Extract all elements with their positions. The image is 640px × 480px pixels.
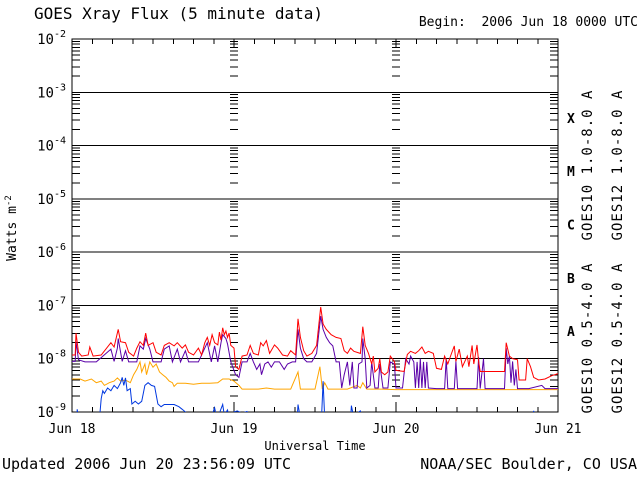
source-attribution: NOAA/SEC Boulder, CO USA — [420, 455, 637, 473]
series-group — [72, 306, 558, 412]
y-tick-label: 10-8 — [37, 349, 66, 368]
flare-class-label: M — [567, 165, 575, 180]
x-tick-label: Jun 19 — [211, 422, 258, 437]
y-tick-label: 10-5 — [37, 189, 66, 208]
series-line-goes10-0-5-4-0-a — [72, 360, 558, 391]
y-tick-label: 10-2 — [37, 29, 66, 48]
x-tick-label: Jun 18 — [49, 422, 96, 437]
flare-class-label: B — [567, 272, 575, 287]
series-line-goes12-1-0-8-0-a — [72, 306, 558, 381]
legend-label-goes12-0-5-4-0-a: GOES12 0.5-4.0 A — [610, 263, 626, 414]
begin-time-label: Begin: 2006 Jun 18 0000 UTC — [418, 15, 638, 30]
x-axis-title: Universal Time — [264, 439, 365, 453]
legend-label-goes12-1-0-8-0-a: GOES12 1.0-8.0 A — [610, 90, 626, 241]
flare-class-label: C — [567, 219, 575, 234]
flare-class-label: X — [567, 112, 575, 127]
updated-timestamp: Updated 2006 Jun 20 23:56:09 UTC — [2, 455, 291, 473]
y-tick-label: 10-9 — [37, 402, 66, 421]
x-tick-label: Jun 21 — [535, 422, 582, 437]
chart-title: GOES Xray Flux (5 minute data) — [34, 4, 323, 23]
series-line-goes10-1-0-8-0-a — [72, 316, 558, 390]
y-tick-label: 10-3 — [37, 82, 66, 101]
y-tick-label: 10-4 — [37, 136, 66, 155]
x-tick-label: Jun 20 — [373, 422, 420, 437]
legend-label-goes10-1-0-8-0-a: GOES10 1.0-8.0 A — [580, 90, 596, 241]
series-line-goes12-0-5-4-0-a — [76, 377, 535, 412]
y-axis-title: Watts m-2 — [4, 195, 20, 261]
y-tick-label: 10-6 — [37, 242, 66, 261]
legend-label-goes10-0-5-4-0-a: GOES10 0.5-4.0 A — [580, 263, 596, 414]
y-tick-label: 10-7 — [37, 295, 66, 314]
flare-class-label: A — [567, 325, 575, 340]
